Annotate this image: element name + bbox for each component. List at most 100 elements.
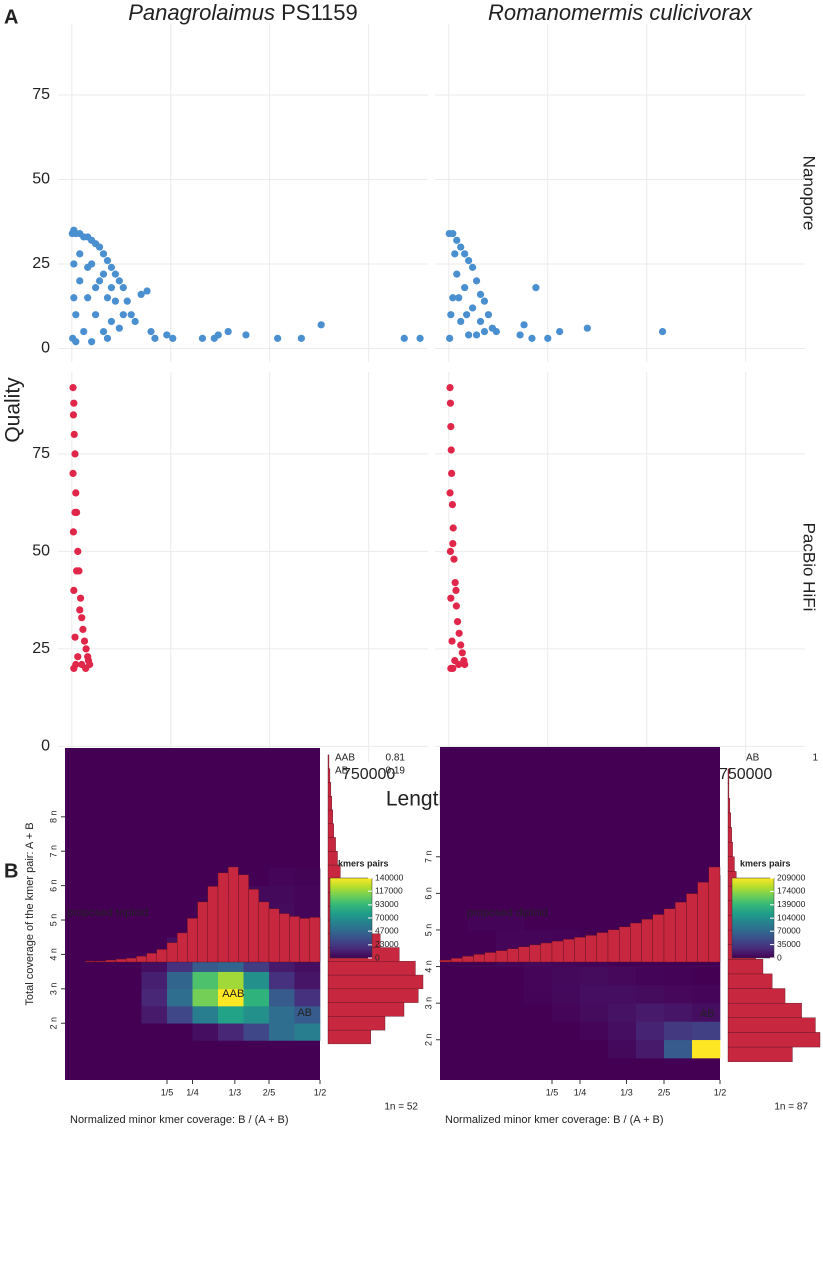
heatmap-cell <box>440 966 469 986</box>
y-tick-label: 6 n <box>48 879 58 892</box>
histogram-bar <box>327 768 331 783</box>
heatmap-cell <box>90 902 117 921</box>
histogram-bar <box>727 1046 793 1062</box>
point <box>107 263 116 271</box>
point <box>95 243 104 251</box>
histogram-bar <box>115 958 127 963</box>
heatmap-cell <box>552 966 581 986</box>
heatmap-cell <box>218 1006 244 1024</box>
panel-label: B <box>4 860 18 882</box>
histogram-bar <box>529 944 541 963</box>
point <box>70 399 78 407</box>
x-tick-label: 1/4 <box>186 1087 199 1097</box>
heatmap-cell <box>636 984 665 1004</box>
heatmap-cell <box>294 868 321 886</box>
heatmap-cell <box>218 1023 244 1041</box>
heatmap-cell <box>440 875 469 894</box>
point <box>74 547 82 556</box>
histogram-title: proposed triploid <box>67 907 148 919</box>
point <box>107 317 116 326</box>
histogram-bar <box>596 932 609 963</box>
histogram-bar <box>675 901 687 963</box>
point <box>76 606 84 614</box>
heatmap-cell <box>141 868 168 886</box>
point <box>107 284 116 292</box>
heatmap-cell <box>243 1023 270 1041</box>
x-tick-label: 1/5 <box>546 1087 559 1097</box>
point <box>224 327 232 336</box>
heatmap-cell <box>167 1006 193 1024</box>
heatmap-cell <box>294 988 321 1007</box>
point <box>70 664 78 673</box>
x-axis-label: Normalized minor kmer coverage: B / (A +… <box>70 1114 289 1126</box>
point <box>84 263 92 271</box>
x-tick-label: 750000 <box>342 766 395 783</box>
point <box>452 586 460 595</box>
heatmap-cell <box>552 911 581 931</box>
heatmap-cell <box>608 893 637 912</box>
histogram-bar <box>279 913 290 963</box>
fraction-label: AB <box>335 766 349 777</box>
heatmap-cell <box>468 911 497 931</box>
point <box>72 338 80 346</box>
heatmap-cell <box>243 868 270 886</box>
histogram-bar <box>727 856 735 872</box>
heatmap-cell <box>664 875 693 894</box>
heatmap-cell <box>608 1003 637 1022</box>
heatmap-cell <box>141 971 168 990</box>
y-tick-label: 6 n <box>423 887 433 900</box>
x-tick-label: 1/3 <box>620 1087 633 1097</box>
point <box>70 260 78 268</box>
heatmap-cell <box>524 1003 553 1022</box>
histogram-title: proposed diploid <box>467 907 548 919</box>
heatmap-cell <box>141 902 168 921</box>
histogram-bar <box>187 918 198 963</box>
heatmap-cell <box>218 988 244 1007</box>
heatmap-cell <box>636 893 665 912</box>
x-tick-label: 1/4 <box>574 1087 587 1097</box>
heatmap-cell <box>636 875 665 894</box>
legend-tick-label: 35000 <box>777 939 801 949</box>
histogram-bar <box>727 841 733 857</box>
point <box>449 540 457 548</box>
point <box>452 602 460 610</box>
point <box>143 287 151 295</box>
x-tick-label: 1/3 <box>229 1087 242 1097</box>
heatmap-cell <box>692 966 721 986</box>
x-axis-label: Length <box>386 788 450 811</box>
heatmap-cell <box>269 868 295 886</box>
y-tick-label: 0 <box>41 340 50 357</box>
point <box>71 633 79 641</box>
point <box>463 311 471 319</box>
point <box>446 547 455 556</box>
histogram-bar <box>574 937 586 963</box>
point <box>317 321 325 329</box>
point <box>468 304 477 312</box>
heatmap-cell <box>580 966 609 986</box>
point <box>446 334 454 342</box>
heatmap-cell <box>496 875 525 894</box>
histogram-bar <box>630 922 642 963</box>
histogram-bar <box>327 851 338 866</box>
heatmap-cell <box>580 1003 609 1022</box>
y-tick-label: 0 <box>41 738 50 755</box>
y-axis-label: Quality <box>2 377 25 443</box>
histogram-bar <box>309 917 321 963</box>
histogram-bar <box>439 959 452 963</box>
heatmap-cell <box>524 911 553 931</box>
heatmap-cell <box>116 1006 142 1024</box>
fraction-value: 1 <box>812 753 818 764</box>
fraction-label: AAB <box>335 753 355 764</box>
point <box>163 331 171 339</box>
heatmap-cell <box>664 1021 693 1041</box>
point <box>448 637 456 645</box>
point <box>461 284 469 292</box>
heatmap-cell <box>580 984 609 1004</box>
point <box>520 321 528 329</box>
heatmap-cell <box>65 920 91 938</box>
column-title-part: Romanomermis culicivorax <box>488 0 753 25</box>
point <box>99 270 108 278</box>
point <box>447 311 455 319</box>
heatmap-cell <box>440 984 469 1004</box>
